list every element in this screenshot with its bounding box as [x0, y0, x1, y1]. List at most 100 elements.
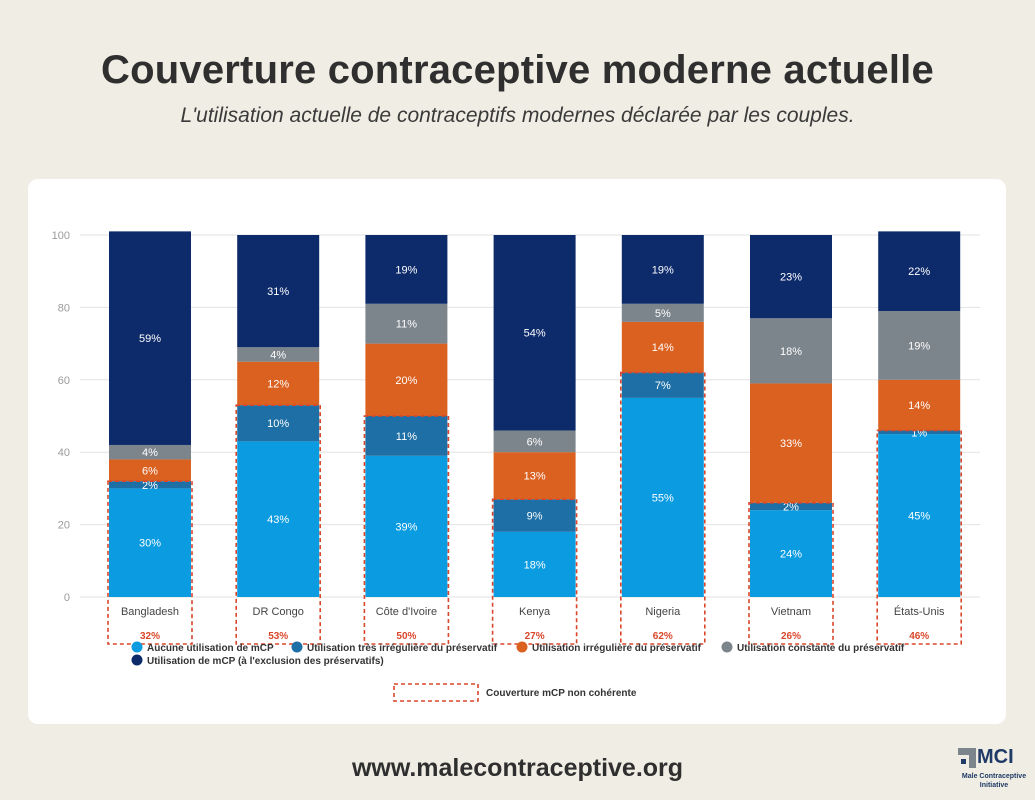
bar-constante-cote-d-ivoire [365, 303, 448, 344]
mci-logo-icon [958, 748, 976, 768]
bar-aucune-etats-unis [878, 434, 961, 597]
bar-tres_irreg-vietnam [750, 502, 832, 511]
data-label-irreg-nigeria: 14% [652, 342, 674, 354]
x-tick-label-etats-unis: États-Unis [894, 605, 945, 618]
bar-tres_irreg-kenya [493, 499, 576, 532]
legend-label-aucune: Aucune utilisation de mCP [147, 643, 274, 654]
y-tick-label-100: 100 [52, 230, 70, 242]
legend-marker-incoherent [393, 683, 479, 702]
legend-marker-tres_irreg [291, 641, 303, 653]
bar-mcp-kenya [493, 235, 576, 431]
bar-irreg-cote-d-ivoire [365, 343, 448, 416]
data-label-irreg-kenya: 13% [524, 471, 546, 483]
data-label-irreg-dr-congo: 12% [267, 378, 289, 390]
incoherent-box-bangladesh [107, 480, 193, 645]
data-label-tres_irreg-dr-congo: 10% [267, 418, 289, 430]
data-label-aucune-etats-unis: 45% [908, 511, 930, 523]
x-tick-label-bangladesh: Bangladesh [121, 606, 179, 618]
data-label-tres_irreg-nigeria: 7% [655, 380, 671, 392]
bar-aucune-nigeria [621, 397, 704, 597]
bar-irreg-bangladesh [109, 459, 191, 482]
bar-tres_irreg-cote-d-ivoire [365, 416, 448, 456]
data-label-constante-nigeria: 5% [655, 308, 671, 320]
data-label-mcp-kenya: 54% [524, 328, 546, 340]
bar-constante-kenya [493, 430, 576, 453]
bar-irreg-kenya [493, 452, 576, 500]
bar-mcp-cote-d-ivoire [365, 235, 448, 304]
incoherent-value-cote-d-ivoire: 50% [396, 631, 416, 642]
legend-label-constante: Utilisation constante du préservatif [737, 643, 905, 654]
data-label-tres_irreg-cote-d-ivoire: 11% [396, 431, 417, 443]
bar-aucune-cote-d-ivoire [365, 455, 448, 597]
data-label-mcp-dr-congo: 31% [267, 286, 289, 298]
bar-mcp-nigeria [621, 235, 704, 304]
incoherent-value-etats-unis: 46% [909, 631, 929, 642]
data-label-aucune-vietnam: 24% [780, 549, 802, 561]
incoherent-value-nigeria: 62% [653, 631, 673, 642]
incoherent-value-vietnam: 26% [781, 631, 801, 642]
y-tick-label-80: 80 [58, 302, 70, 314]
data-label-tres_irreg-vietnam: 2% [783, 502, 799, 514]
data-label-aucune-dr-congo: 43% [267, 514, 289, 526]
bar-irreg-etats-unis [878, 379, 961, 431]
bar-mcp-etats-unis [878, 231, 961, 312]
data-label-mcp-etats-unis: 22% [908, 266, 930, 278]
y-tick-label-0: 0 [64, 592, 70, 604]
legend-marker-aucune [131, 641, 143, 653]
x-tick-label-kenya: Kenya [519, 606, 551, 618]
data-label-tres_irreg-bangladesh: 2% [142, 480, 158, 492]
data-label-irreg-bangladesh: 6% [142, 465, 158, 477]
data-label-constante-etats-unis: 19% [908, 340, 930, 352]
data-label-constante-kenya: 6% [527, 436, 543, 448]
x-tick-label-cote-d-ivoire: Côte d'Ivoire [376, 606, 437, 618]
incoherent-box-dr-congo [235, 404, 321, 645]
bar-aucune-dr-congo [237, 441, 320, 597]
x-tick-label-nigeria: Nigeria [645, 606, 681, 618]
website-url[interactable]: www.malecontraceptive.org [351, 754, 684, 782]
x-tick-label-vietnam: Vietnam [771, 606, 811, 618]
incoherent-value-kenya: 27% [525, 631, 545, 642]
incoherent-value-dr-congo: 53% [268, 631, 288, 642]
logo-subtitle: Male Contraceptive Initiative [955, 772, 1033, 790]
incoherent-box-vietnam [748, 502, 834, 645]
data-label-tres_irreg-kenya: 9% [527, 511, 543, 523]
page-subtitle: L'utilisation actuelle de contraceptifs … [180, 104, 855, 127]
bar-aucune-kenya [493, 531, 576, 597]
bar-constante-dr-congo [237, 347, 320, 362]
data-label-mcp-cote-d-ivoire: 19% [395, 264, 417, 276]
incoherent-box-etats-unis [876, 429, 963, 645]
legend-label-irreg: Utilisation irrégulière du préservatif [532, 643, 702, 654]
bar-aucune-vietnam [750, 510, 832, 597]
data-label-irreg-cote-d-ivoire: 20% [395, 375, 417, 387]
bar-tres_irreg-nigeria [621, 372, 704, 398]
data-label-constante-bangladesh: 4% [142, 447, 158, 459]
incoherent-box-cote-d-ivoire [363, 415, 450, 645]
data-label-mcp-nigeria: 19% [652, 264, 674, 276]
data-label-aucune-cote-d-ivoire: 39% [395, 521, 417, 533]
bar-aucune-bangladesh [109, 488, 191, 597]
bar-mcp-vietnam [750, 235, 832, 319]
bar-irreg-vietnam [750, 383, 832, 503]
legend-label-incoherent: Couverture mCP non cohérente [486, 688, 637, 699]
bar-tres_irreg-dr-congo [237, 405, 320, 442]
bar-irreg-dr-congo [237, 361, 320, 406]
data-label-aucune-nigeria: 55% [652, 492, 674, 504]
bar-tres_irreg-bangladesh [109, 481, 191, 489]
x-tick-label-dr-congo: DR Congo [253, 606, 304, 618]
incoherent-box-nigeria [619, 371, 706, 645]
bar-constante-etats-unis [878, 311, 961, 380]
data-label-aucune-bangladesh: 30% [139, 538, 161, 550]
chart-card: 0 20 40 60 80 100 30% 2% 6% 4% 59% Bangladesh 32% 43%… [28, 179, 1006, 724]
y-tick-label-20: 20 [58, 520, 70, 532]
logo-subtitle-line-1: Male Contraceptive [961, 773, 1027, 780]
bar-constante-nigeria [621, 303, 704, 322]
data-label-mcp-vietnam: 23% [780, 272, 802, 284]
logo-subtitle-line-2: Initiative [979, 782, 1009, 789]
data-label-constante-vietnam: 18% [780, 346, 802, 358]
data-label-constante-cote-d-ivoire: 11% [396, 319, 417, 331]
legend-label-tres_irreg: Utilisation très irrégulière du préserva… [307, 643, 498, 654]
data-label-irreg-vietnam: 33% [780, 438, 802, 450]
logo-text: MCI [977, 746, 1014, 768]
bar-constante-bangladesh [109, 444, 191, 460]
data-label-constante-dr-congo: 4% [270, 349, 286, 361]
